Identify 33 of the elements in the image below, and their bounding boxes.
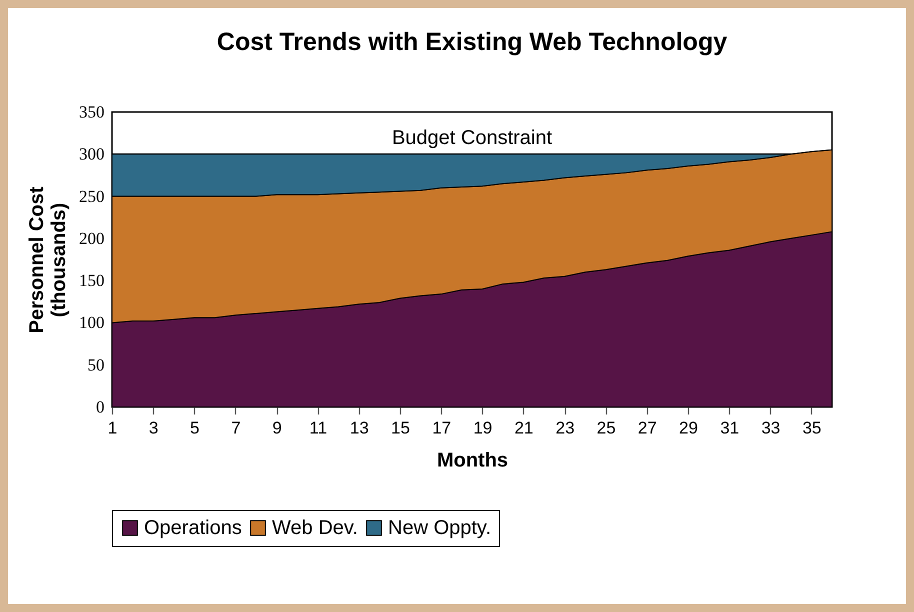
y-axis-title: Personnel Cost (thousands) (26, 186, 70, 334)
x-tick-label: 3 (148, 418, 158, 438)
y-tick-label: 50 (88, 355, 104, 374)
x-tick-label: 33 (761, 418, 780, 438)
legend-label: New Oppty. (388, 517, 491, 539)
y-tick-label: 150 (79, 271, 104, 290)
x-tick-label: 15 (391, 418, 410, 438)
x-tick-label: 13 (350, 418, 369, 438)
x-tick-label: 19 (473, 418, 492, 438)
x-tick-label: 17 (432, 418, 452, 438)
x-tick-label: 31 (720, 418, 740, 438)
ref-line-label: Budget Constraint (392, 127, 552, 150)
y-tick-label: 250 (79, 186, 104, 206)
x-tick-label: 1 (108, 418, 118, 438)
chart-title: Cost Trends with Existing Web Technology (216, 28, 728, 56)
x-tick-label: 35 (802, 418, 822, 438)
y-tick-label: 200 (79, 228, 104, 248)
x-tick-label: 7 (231, 418, 241, 438)
x-tick-label: 11 (309, 418, 328, 438)
x-tick-label: 27 (638, 418, 657, 438)
x-axis-title: Months (436, 450, 508, 472)
y-tick-label: 350 (79, 102, 104, 122)
x-tick-label: 23 (556, 418, 575, 438)
legend-label: Operations (144, 517, 242, 539)
y-tick-label: 300 (79, 144, 104, 164)
y-tick-label: 0 (96, 398, 104, 416)
x-tick-label: 29 (679, 418, 698, 438)
legend-label: Web Dev. (272, 517, 358, 539)
x-tick-label: 21 (514, 418, 534, 438)
x-tick-label: 5 (190, 418, 200, 438)
x-tick-label: 25 (596, 418, 616, 438)
y-tick-label: 100 (79, 313, 104, 332)
x-tick-label: 9 (272, 418, 282, 438)
